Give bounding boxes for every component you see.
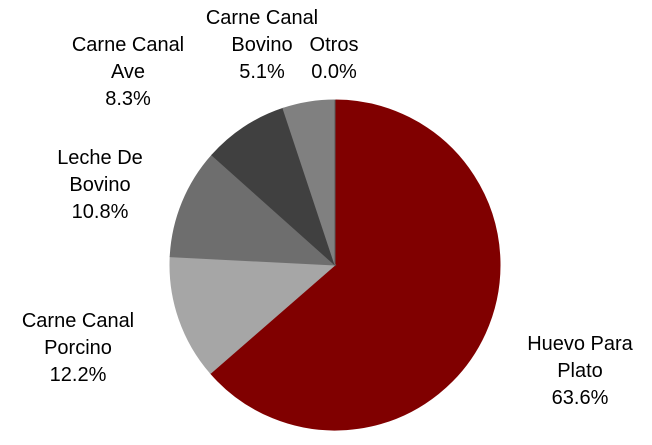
- value-label: 8.3%: [105, 88, 151, 110]
- pie-slice: [211, 107, 337, 267]
- category-label: Huevo Para Plato: [527, 333, 633, 382]
- slice-label: Carne Canal Porcino 12.2%: [0, 308, 158, 389]
- category-label: Otros: [309, 34, 359, 56]
- pie-slice: [169, 154, 337, 266]
- category-label: Leche De Bovino: [57, 147, 143, 196]
- value-label: 5.1%: [239, 61, 285, 83]
- slice-label: Carne Canal Ave 8.3%: [68, 32, 188, 113]
- category-label: Carne Canal Ave: [71, 34, 185, 83]
- slice-label: Leche De Bovino 10.8%: [45, 145, 155, 226]
- category-label: Carne Canal Porcino: [21, 310, 135, 359]
- pie-slice: [209, 99, 501, 431]
- category-label: Carne Canal Bovino: [205, 7, 319, 56]
- value-label: 0.0%: [311, 61, 357, 83]
- slice-label: Huevo Para Plato 63.6%: [520, 331, 640, 412]
- value-label: 10.8%: [71, 201, 129, 223]
- value-label: 12.2%: [49, 364, 107, 386]
- pie-slice: [169, 256, 337, 375]
- slice-label: Otros 0.0%: [294, 32, 374, 86]
- value-label: 63.6%: [551, 387, 609, 409]
- slice-label: Carne Canal Bovino 5.1%: [202, 5, 322, 86]
